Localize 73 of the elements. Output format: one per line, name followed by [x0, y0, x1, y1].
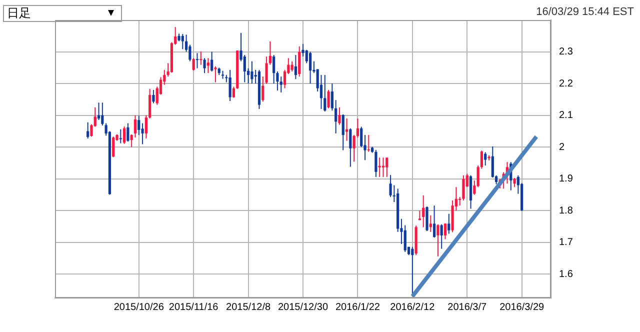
candlestick	[334, 100, 338, 134]
candlestick	[272, 54, 276, 84]
y-tick-label: 1.8	[559, 205, 574, 216]
candlestick	[192, 58, 195, 72]
x-tick-label: 2015/11/16	[168, 302, 219, 313]
y-tick-label: 1.9	[559, 174, 574, 185]
candlestick	[432, 205, 436, 238]
text: 16/03/29 15:44 EST	[536, 6, 634, 18]
candlestick	[436, 224, 440, 257]
candlestick	[513, 177, 516, 188]
candlestick	[484, 152, 487, 166]
candlestick	[203, 58, 206, 74]
candlestick	[426, 206, 428, 232]
candlestick	[200, 50, 202, 66]
candlestick	[429, 214, 432, 232]
candlestick	[152, 89, 155, 104]
x-tick-label: 2016/1/22	[335, 302, 380, 313]
candlestick	[196, 52, 199, 69]
candlestick	[360, 126, 363, 148]
x-tick-label: 2016/3/7	[448, 302, 488, 313]
candlestick	[374, 149, 378, 178]
candlestick	[330, 83, 334, 112]
y-tick-label: 2.1	[559, 110, 574, 122]
candlestick	[210, 51, 214, 72]
candlestick	[290, 60, 294, 72]
candlestick	[491, 146, 494, 178]
candlestick	[144, 114, 148, 140]
x-tick-label: 2016/3/29	[500, 302, 544, 313]
candlestick	[386, 157, 388, 178]
candlestick	[228, 69, 232, 102]
candlestick	[345, 118, 348, 142]
candlestick	[206, 58, 210, 74]
y-tick-label: 2.3	[559, 46, 574, 58]
x-tick-label: 2015/10/26	[114, 302, 164, 313]
candlestick	[298, 46, 301, 78]
text: 日足	[3, 5, 122, 22]
candlestick	[122, 126, 126, 144]
candlestick	[422, 194, 425, 228]
candlestick	[112, 136, 115, 158]
x-tick-label: 2015/12/8	[226, 302, 271, 313]
candlestick	[294, 54, 298, 80]
x-tick-label: 2015/12/30	[278, 302, 328, 313]
candlestick	[327, 89, 330, 109]
y-tick-label: 2	[559, 142, 565, 153]
candlestick	[444, 222, 447, 240]
candlestick	[404, 224, 406, 252]
candlestick	[232, 86, 236, 98]
y-tick-label: 1.6	[559, 268, 574, 280]
candlestick	[349, 128, 352, 168]
candlestick	[250, 60, 254, 84]
x-tick-label: 2016/2/12	[390, 302, 436, 313]
y-tick-label: 2.2	[559, 78, 574, 90]
candlestick	[148, 88, 152, 119]
candlestick	[338, 106, 341, 126]
candlestick	[126, 122, 130, 142]
candlestick	[134, 114, 137, 138]
candlestick	[243, 54, 246, 83]
candlestick	[283, 69, 286, 89]
candlestick	[181, 33, 184, 50]
candlestick	[86, 122, 90, 140]
candlestick	[280, 76, 282, 93]
candlestick	[214, 66, 217, 83]
candlestick	[138, 115, 140, 136]
y-tick-label: 1.7	[559, 237, 574, 248]
candlestick	[367, 134, 370, 152]
candlestick	[308, 51, 312, 84]
candlestick	[97, 102, 100, 121]
candlestick	[101, 102, 104, 126]
candlestick	[324, 74, 326, 112]
candlestick	[342, 114, 344, 151]
candlestick	[119, 128, 122, 144]
candlestick	[448, 213, 450, 234]
candlestick	[440, 224, 443, 250]
